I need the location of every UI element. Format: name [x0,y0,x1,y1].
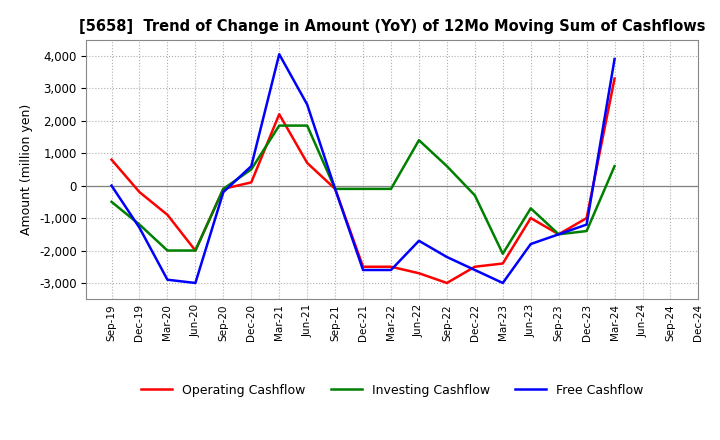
Line: Free Cashflow: Free Cashflow [112,54,615,283]
Operating Cashflow [330,186,339,191]
Operating Cashflow [359,264,367,269]
Investing Cashflow [415,138,423,143]
Operating Cashflow [611,76,619,81]
Investing Cashflow [107,199,116,205]
Investing Cashflow [163,248,172,253]
Free Cashflow [107,183,116,188]
Investing Cashflow [303,123,312,128]
Investing Cashflow [443,164,451,169]
Operating Cashflow [415,271,423,276]
Free Cashflow [359,268,367,273]
Operating Cashflow [526,216,535,221]
Free Cashflow [191,280,199,286]
Free Cashflow [247,164,256,169]
Investing Cashflow [498,251,507,257]
Line: Operating Cashflow: Operating Cashflow [112,78,615,283]
Investing Cashflow [554,231,563,237]
Free Cashflow [443,254,451,260]
Investing Cashflow [275,123,284,128]
Investing Cashflow [582,228,591,234]
Operating Cashflow [107,157,116,162]
Operating Cashflow [554,231,563,237]
Free Cashflow [163,277,172,282]
Investing Cashflow [526,205,535,211]
Investing Cashflow [359,186,367,191]
Y-axis label: Amount (million yen): Amount (million yen) [20,104,33,235]
Free Cashflow [387,268,395,273]
Free Cashflow [554,231,563,237]
Free Cashflow [275,51,284,57]
Operating Cashflow [303,160,312,165]
Operating Cashflow [443,280,451,286]
Operating Cashflow [163,212,172,217]
Free Cashflow [611,56,619,62]
Investing Cashflow [135,222,144,227]
Investing Cashflow [330,186,339,191]
Operating Cashflow [275,112,284,117]
Free Cashflow [303,102,312,107]
Operating Cashflow [387,264,395,269]
Investing Cashflow [387,186,395,191]
Investing Cashflow [247,167,256,172]
Free Cashflow [470,268,479,273]
Free Cashflow [582,222,591,227]
Operating Cashflow [135,190,144,195]
Operating Cashflow [219,186,228,191]
Free Cashflow [526,242,535,247]
Operating Cashflow [191,248,199,253]
Investing Cashflow [611,164,619,169]
Free Cashflow [135,225,144,231]
Investing Cashflow [191,248,199,253]
Investing Cashflow [470,193,479,198]
Legend: Operating Cashflow, Investing Cashflow, Free Cashflow: Operating Cashflow, Investing Cashflow, … [136,379,649,402]
Operating Cashflow [582,216,591,221]
Free Cashflow [415,238,423,243]
Free Cashflow [219,190,228,195]
Title: [5658]  Trend of Change in Amount (YoY) of 12Mo Moving Sum of Cashflows: [5658] Trend of Change in Amount (YoY) o… [79,19,706,34]
Operating Cashflow [470,264,479,269]
Free Cashflow [498,280,507,286]
Free Cashflow [330,186,339,191]
Line: Investing Cashflow: Investing Cashflow [112,125,615,254]
Investing Cashflow [219,186,228,191]
Operating Cashflow [498,261,507,266]
Operating Cashflow [247,180,256,185]
